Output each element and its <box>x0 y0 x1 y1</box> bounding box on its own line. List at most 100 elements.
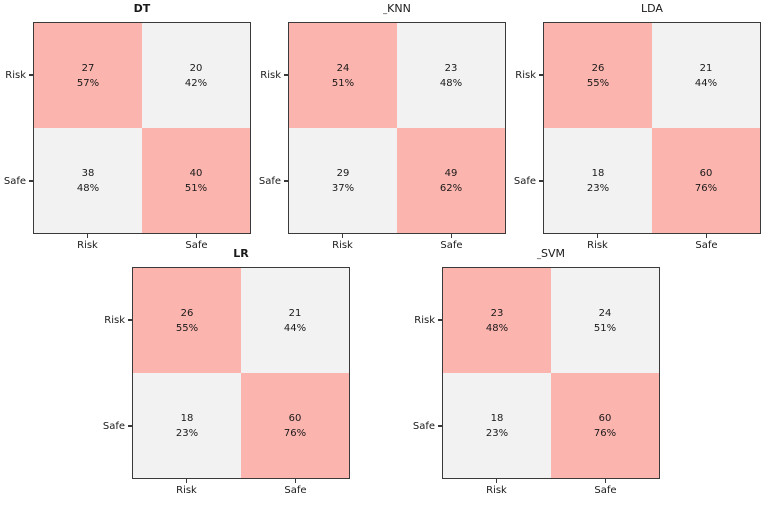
matrix-cell-risk-safe: 21 44% <box>241 268 349 373</box>
x-tick-mark <box>450 234 453 238</box>
cell-percent: 57% <box>76 77 100 89</box>
title-text: LR <box>233 247 249 260</box>
matrix-cell-safe-risk: 29 37% <box>289 128 397 233</box>
cell-percent: 37% <box>331 182 355 194</box>
cell-percent: 48% <box>76 182 100 194</box>
subplot-title-lr: LR <box>132 245 350 265</box>
cell-count: 23 <box>490 307 504 319</box>
x-tick-text: Safe <box>185 240 208 251</box>
y-tick-mark <box>128 425 132 427</box>
y-axis-labels: Risk Safe <box>103 267 132 479</box>
cell-count: 20 <box>189 62 203 74</box>
cell-percent: 48% <box>439 77 463 89</box>
y-tick-label-safe: Safe <box>514 128 543 234</box>
confusion-matrix-knn: _KNN Risk Safe 24 51% 23 48% 29 37% 49 62% R… <box>259 0 506 256</box>
x-tick-mark <box>341 234 344 238</box>
matrix-cell-safe-safe: 60 76% <box>652 128 760 233</box>
y-axis-labels: Risk Safe <box>412 267 442 479</box>
y-tick-text: Risk <box>260 69 281 81</box>
y-tick-label-safe: Safe <box>412 373 442 479</box>
x-tick-label-safe: Safe <box>397 234 506 256</box>
matrix-cell-risk-risk: 27 57% <box>34 23 142 128</box>
matrix-cell-safe-risk: 18 23% <box>544 128 652 233</box>
cell-percent: 76% <box>283 427 307 439</box>
confusion-matrix-svm: _SVM Risk Safe 23 48% 24 51% 18 23% 60 76% R… <box>412 245 660 501</box>
matrix-cell-safe-risk: 38 48% <box>34 128 142 233</box>
cell-count: 40 <box>189 167 203 179</box>
y-tick-label-risk: Risk <box>5 22 33 128</box>
x-tick-mark <box>596 234 599 238</box>
cell-count: 60 <box>598 412 612 424</box>
subplot-title-lda: LDA <box>543 0 761 20</box>
cell-percent: 76% <box>694 182 718 194</box>
y-tick-text: Risk <box>5 69 26 81</box>
cell-count: 18 <box>180 412 194 424</box>
y-tick-label-safe: Safe <box>259 128 288 234</box>
y-tick-label-risk: Risk <box>260 22 288 128</box>
matrix-cell-safe-risk: 18 23% <box>133 373 241 478</box>
y-tick-label-risk: Risk <box>414 267 442 373</box>
subplot-title-svm: _SVM <box>442 245 660 265</box>
cell-percent: 62% <box>439 182 463 194</box>
x-tick-label-safe: Safe <box>652 234 761 256</box>
x-axis-labels: Risk Safe <box>442 479 660 501</box>
subplot-title-knn: _KNN <box>288 0 506 20</box>
cell-count: 21 <box>288 307 302 319</box>
cell-percent: 42% <box>184 77 208 89</box>
x-axis-labels: Risk Safe <box>543 234 761 256</box>
subplot-title-dt: DT <box>33 0 251 20</box>
cell-count: 26 <box>180 307 194 319</box>
y-tick-text: Risk <box>414 314 435 326</box>
cell-percent: 23% <box>586 182 610 194</box>
cell-percent: 48% <box>485 322 509 334</box>
y-tick-label-risk: Risk <box>515 22 543 128</box>
cell-count: 24 <box>336 62 350 74</box>
x-tick-mark <box>495 479 498 483</box>
matrix-cell-safe-safe: 40 51% <box>142 128 250 233</box>
cell-count: 38 <box>81 167 95 179</box>
matrix-cell-risk-safe: 24 51% <box>551 268 659 373</box>
cell-count: 18 <box>490 412 504 424</box>
cell-percent: 51% <box>593 322 617 334</box>
cell-percent: 55% <box>586 77 610 89</box>
cell-count: 29 <box>336 167 350 179</box>
matrix-cell-safe-safe: 49 62% <box>397 128 505 233</box>
x-tick-label-risk: Risk <box>288 234 397 256</box>
x-tick-label-safe: Safe <box>142 234 251 256</box>
cell-percent: 44% <box>283 322 307 334</box>
y-tick-text: Safe <box>412 420 435 432</box>
y-axis-labels: Risk Safe <box>3 22 33 234</box>
x-tick-label-risk: Risk <box>33 234 142 256</box>
y-tick-text: Safe <box>3 175 26 187</box>
matrix-grid: 24 51% 23 48% 29 37% 49 62% <box>288 22 506 234</box>
confusion-matrix-dt: DT Risk Safe 27 57% 20 42% 38 48% 40 51% Ris… <box>3 0 251 256</box>
matrix-cell-safe-risk: 18 23% <box>443 373 551 478</box>
y-tick-mark <box>438 319 442 321</box>
matrix-cell-risk-safe: 21 44% <box>652 23 760 128</box>
y-tick-mark <box>284 74 288 76</box>
x-tick-label-risk: Risk <box>543 234 652 256</box>
x-tick-mark <box>294 479 297 483</box>
cell-percent: 51% <box>184 182 208 194</box>
y-tick-mark <box>29 180 33 182</box>
matrix-cell-risk-risk: 26 55% <box>133 268 241 373</box>
x-tick-text: Risk <box>486 485 507 496</box>
x-tick-text: Risk <box>332 240 353 251</box>
cell-count: 24 <box>598 307 612 319</box>
matrix-cell-risk-safe: 20 42% <box>142 23 250 128</box>
x-tick-text: Safe <box>695 240 718 251</box>
y-tick-text: Risk <box>104 314 125 326</box>
title-text: SVM <box>541 247 565 260</box>
matrix-cell-risk-risk: 23 48% <box>443 268 551 373</box>
cell-count: 49 <box>444 167 458 179</box>
y-tick-text: Risk <box>515 69 536 81</box>
x-tick-text: Risk <box>77 240 98 251</box>
title-text: KNN <box>387 2 411 15</box>
matrix-grid: 27 57% 20 42% 38 48% 40 51% <box>33 22 251 234</box>
x-axis-labels: Risk Safe <box>288 234 506 256</box>
title-prefix: _ <box>383 5 388 14</box>
cell-count: 18 <box>591 167 605 179</box>
y-axis-labels: Risk Safe <box>514 22 543 234</box>
cell-count: 21 <box>699 62 713 74</box>
